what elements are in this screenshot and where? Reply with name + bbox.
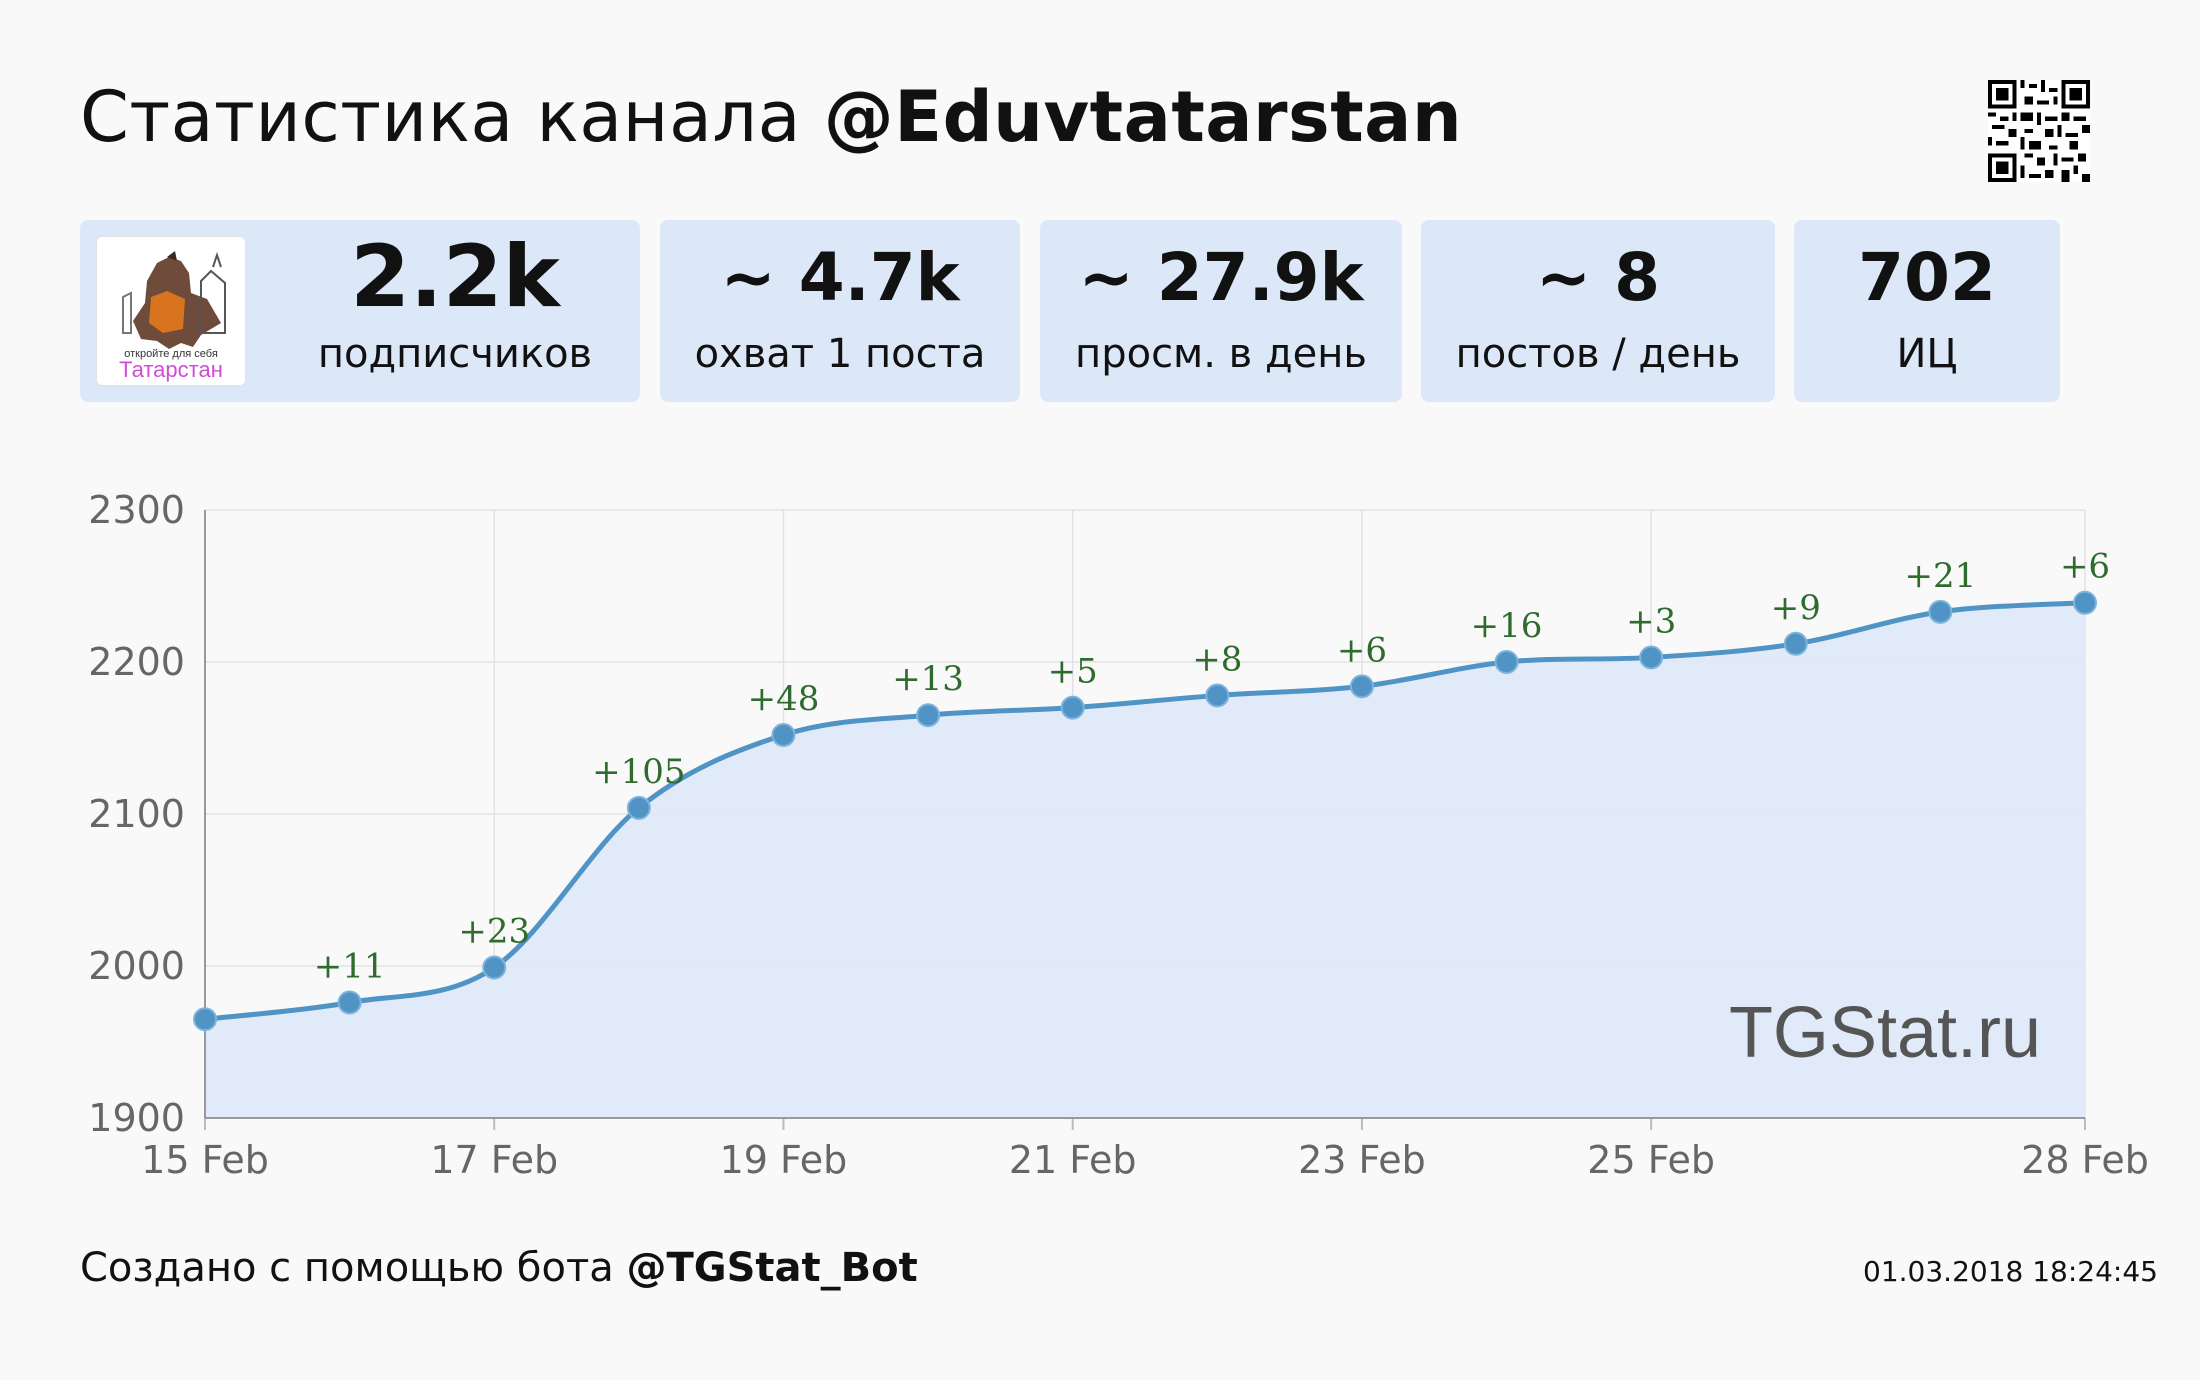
qr-code-icon [1988, 80, 2090, 182]
stats-cards: откройте для себя Татарстан 2.2k подписч… [0, 220, 2200, 402]
data-point [626, 795, 651, 820]
watermark: TGStat.ru [1729, 993, 2041, 1073]
stat-card-subscribers: откройте для себя Татарстан 2.2k подписч… [80, 220, 640, 402]
title-prefix: Статистика канала [80, 76, 801, 158]
y-tick-label: 1900 [88, 1096, 185, 1140]
data-point [916, 703, 941, 728]
channel-avatar-image: откройте для себя Татарстан [97, 237, 245, 385]
data-point [1349, 674, 1374, 699]
data-label: +21 [1905, 556, 1977, 596]
stat-value: ~ 4.7k [720, 239, 960, 316]
x-tick-label: 15 Feb [141, 1138, 269, 1182]
data-label: +23 [458, 912, 530, 952]
data-label: +6 [1337, 630, 1387, 670]
x-tick-label: 28 Feb [2021, 1138, 2149, 1182]
stat-card-reach: ~ 4.7k охват 1 поста [660, 220, 1020, 402]
data-point [1060, 695, 1085, 720]
data-point [193, 1007, 217, 1032]
x-tick-label: 21 Feb [1009, 1138, 1137, 1182]
x-tick-label: 19 Feb [720, 1138, 848, 1182]
data-label: +5 [1048, 652, 1098, 692]
data-label: +6 [2060, 547, 2110, 587]
footer-bot-link[interactable]: @TGStat_Bot [626, 1245, 918, 1291]
stat-value: ~ 8 [1535, 239, 1661, 316]
data-label: +48 [748, 679, 820, 719]
y-tick-label: 2000 [88, 944, 185, 988]
data-point [1494, 650, 1519, 674]
stat-card-citation-index: 702 ИЦ [1794, 220, 2060, 402]
data-point [482, 955, 507, 980]
data-label: +16 [1471, 606, 1543, 646]
series-area [205, 602, 2085, 1118]
series-line [204, 600, 2086, 1022]
stat-label: ИЦ [1896, 331, 1958, 377]
channel-avatar: откройте для себя Татарстан [96, 236, 246, 386]
stat-card-daily-views: ~ 27.9k просм. в день [1040, 220, 1402, 402]
data-point [771, 722, 796, 747]
x-tick-label: 23 Feb [1298, 1138, 1426, 1182]
stat-value: ~ 27.9k [1078, 239, 1364, 316]
page-title: Статистика канала @Eduvtatarstan [80, 82, 1462, 152]
data-point [1928, 599, 1953, 624]
stat-value: 702 [1858, 239, 1996, 316]
data-label: +105 [592, 752, 685, 792]
data-point [2073, 590, 2097, 615]
data-point [1205, 683, 1230, 708]
footer-created-prefix: Создано с помощью бота [80, 1245, 614, 1291]
data-label: +9 [1771, 588, 1821, 628]
data-point [1639, 645, 1664, 670]
avatar-caption-line2: Татарстан [119, 357, 223, 382]
stat-label: охват 1 поста [694, 331, 986, 377]
y-tick-label: 2100 [88, 792, 185, 836]
x-tick-label: 17 Feb [430, 1138, 558, 1182]
footer-timestamp: 01.03.2018 18:24:45 [1863, 1255, 2158, 1288]
data-point [337, 990, 362, 1015]
x-tick-label: 25 Feb [1587, 1138, 1715, 1182]
data-label: +13 [892, 659, 964, 699]
data-label: +3 [1626, 601, 1676, 641]
y-tick-label: 2300 [88, 488, 185, 532]
data-label: +8 [1192, 639, 1242, 679]
data-point [1783, 631, 1808, 656]
stat-label: постов / день [1455, 331, 1741, 377]
stat-card-posts-per-day: ~ 8 постов / день [1421, 220, 1775, 402]
avatar-caption-line1: откройте для себя [124, 348, 218, 360]
subscribers-chart: 1900 2000 2100 2200 2300 15 Feb 17 Feb 19 Feb 21… [88, 488, 2149, 1182]
footer-credit: Создано с помощью бота @TGStat_Bot [80, 1245, 918, 1291]
stat-value: 2.2k [350, 227, 560, 327]
stat-label: подписчиков [317, 331, 593, 377]
y-tick-label: 2200 [88, 640, 185, 684]
channel-handle: @Eduvtatarstan [823, 76, 1463, 158]
data-label: +11 [314, 946, 386, 986]
stat-label: просм. в день [1075, 331, 1367, 377]
